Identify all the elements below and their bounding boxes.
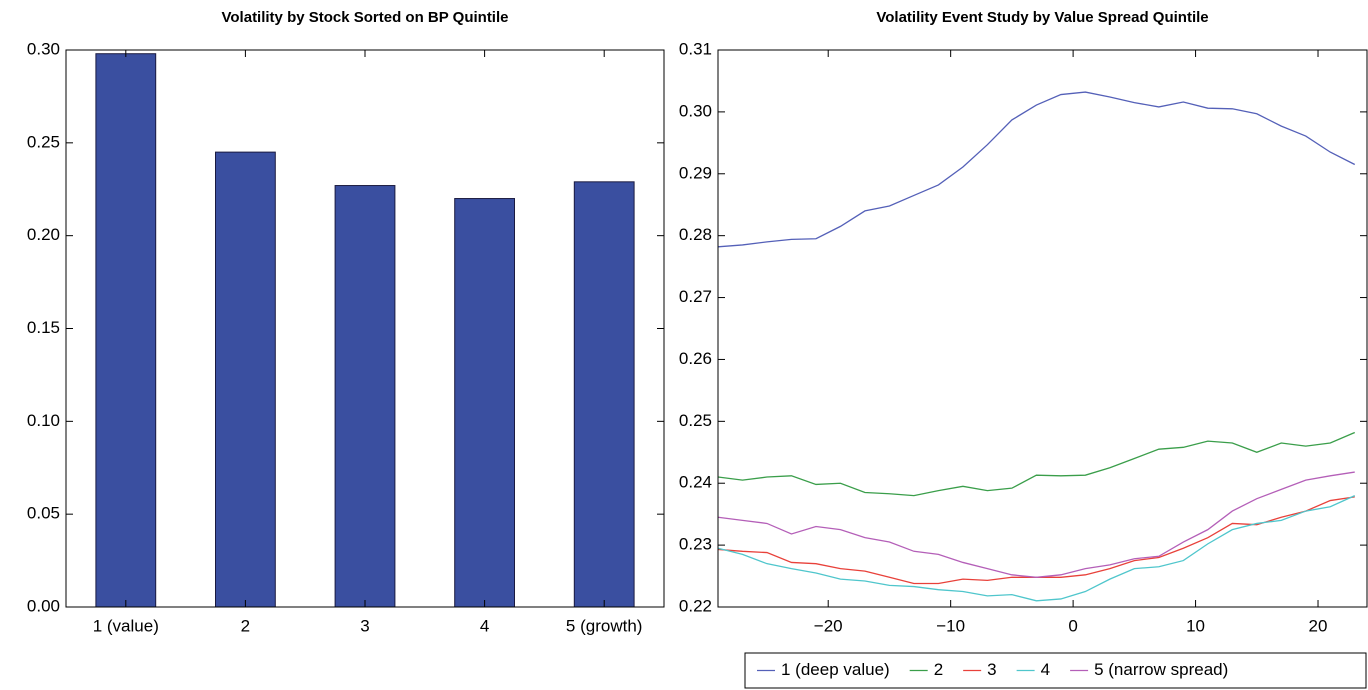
y-tick-label: 0.15 (27, 318, 60, 337)
y-tick-label: 0.25 (679, 411, 712, 430)
y-tick-label: 0.05 (27, 504, 60, 523)
x-tick-label: −20 (814, 616, 843, 635)
y-tick-label: 0.28 (679, 225, 712, 244)
plot-frame (717, 49, 1368, 608)
y-tick-label: 0.26 (679, 349, 712, 368)
y-tick-label: 0.31 (679, 39, 712, 58)
x-tick-label: −10 (936, 616, 965, 635)
series-line (717, 495, 1356, 602)
x-tick-label: 5 (growth) (566, 616, 643, 635)
chart-title: Volatility by Stock Sorted on BP Quintil… (222, 9, 509, 26)
bar (454, 198, 516, 608)
legend: 1 (deep value) 2 3 4 5 (narrow spread) (744, 652, 1367, 689)
bar (215, 151, 276, 608)
x-tick-label: 1 (value) (93, 616, 159, 635)
y-tick-label: 0.27 (679, 287, 712, 306)
series-line (717, 91, 1356, 248)
x-tick-label: 2 (241, 616, 250, 635)
bar (95, 53, 157, 608)
x-tick-label: 20 (1309, 616, 1328, 635)
x-tick-label: 0 (1068, 616, 1077, 635)
x-tick-label: 4 (480, 616, 489, 635)
y-tick-label: 0.10 (27, 411, 60, 430)
legend-box (744, 652, 1367, 689)
y-tick-label: 0.25 (27, 132, 60, 151)
y-tick-label: 0.30 (27, 39, 60, 58)
legend-label: 4 (1041, 660, 1050, 679)
legend-label: 3 (987, 660, 996, 679)
chart-title: Volatility Event Study by Value Spread Q… (876, 9, 1208, 26)
series-line (717, 471, 1355, 578)
y-tick-label: 0.00 (27, 596, 60, 615)
plot-frame (65, 49, 665, 608)
y-tick-label: 0.22 (679, 596, 712, 615)
y-tick-label: 0.29 (679, 163, 712, 182)
legend-label: 5 (narrow spread) (1094, 660, 1228, 679)
legend-label: 1 (deep value) (781, 660, 890, 679)
bar (573, 181, 635, 608)
y-tick-label: 0.20 (27, 225, 60, 244)
x-tick-label: 3 (360, 616, 369, 635)
series-line (717, 496, 1355, 585)
series-line (717, 431, 1356, 497)
y-tick-label: 0.23 (679, 535, 712, 554)
legend-label: 2 (934, 660, 943, 679)
y-tick-label: 0.24 (679, 473, 712, 492)
y-tick-label: 0.30 (679, 101, 712, 120)
x-tick-label: 10 (1186, 616, 1205, 635)
bar (334, 185, 396, 608)
